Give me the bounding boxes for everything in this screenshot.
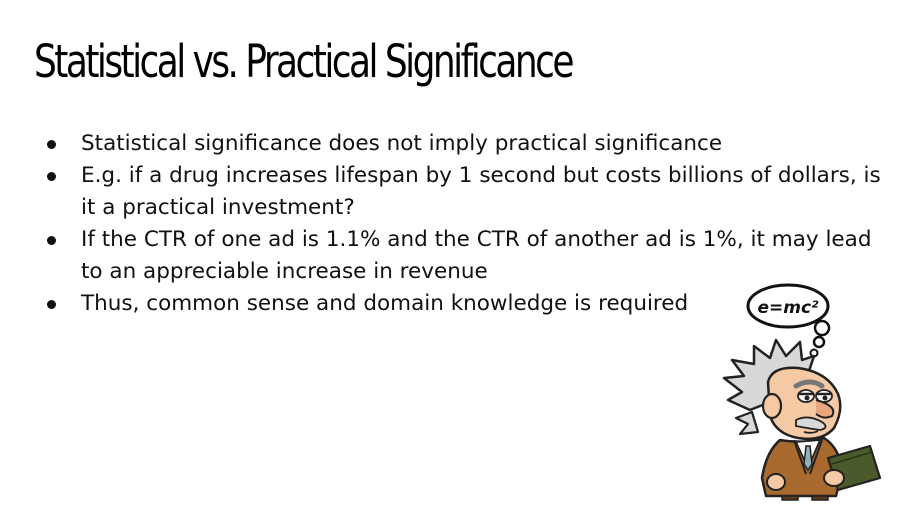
bullet-dot-icon <box>47 140 56 149</box>
bullet-dot-icon <box>47 236 56 245</box>
bullet-item: Statistical significance does not imply … <box>47 128 897 160</box>
bullet-text: Thus, common sense and domain knowledge … <box>81 291 689 316</box>
thought-bubble-icon <box>746 283 830 329</box>
scientist-cartoon-icon: e=mc² <box>722 283 882 501</box>
bullet-text: E.g. if a drug increases lifespan by 1 s… <box>81 163 881 220</box>
slide-title: Statistical vs. Practical Significance <box>34 35 575 88</box>
bullet-dot-icon <box>47 172 56 181</box>
bullet-text: If the CTR of one ad is 1.1% and the CTR… <box>81 227 872 284</box>
bullet-item: E.g. if a drug increases lifespan by 1 s… <box>47 160 897 224</box>
bullet-list: Statistical significance does not imply … <box>47 128 897 320</box>
bullet-text: Statistical significance does not imply … <box>81 131 723 156</box>
thought-bubble-text: e=mc² <box>757 298 819 318</box>
bullet-item: Thus, common sense and domain knowledge … <box>47 288 897 320</box>
bullet-dot-icon <box>47 300 56 309</box>
bullet-item: If the CTR of one ad is 1.1% and the CTR… <box>47 224 897 288</box>
